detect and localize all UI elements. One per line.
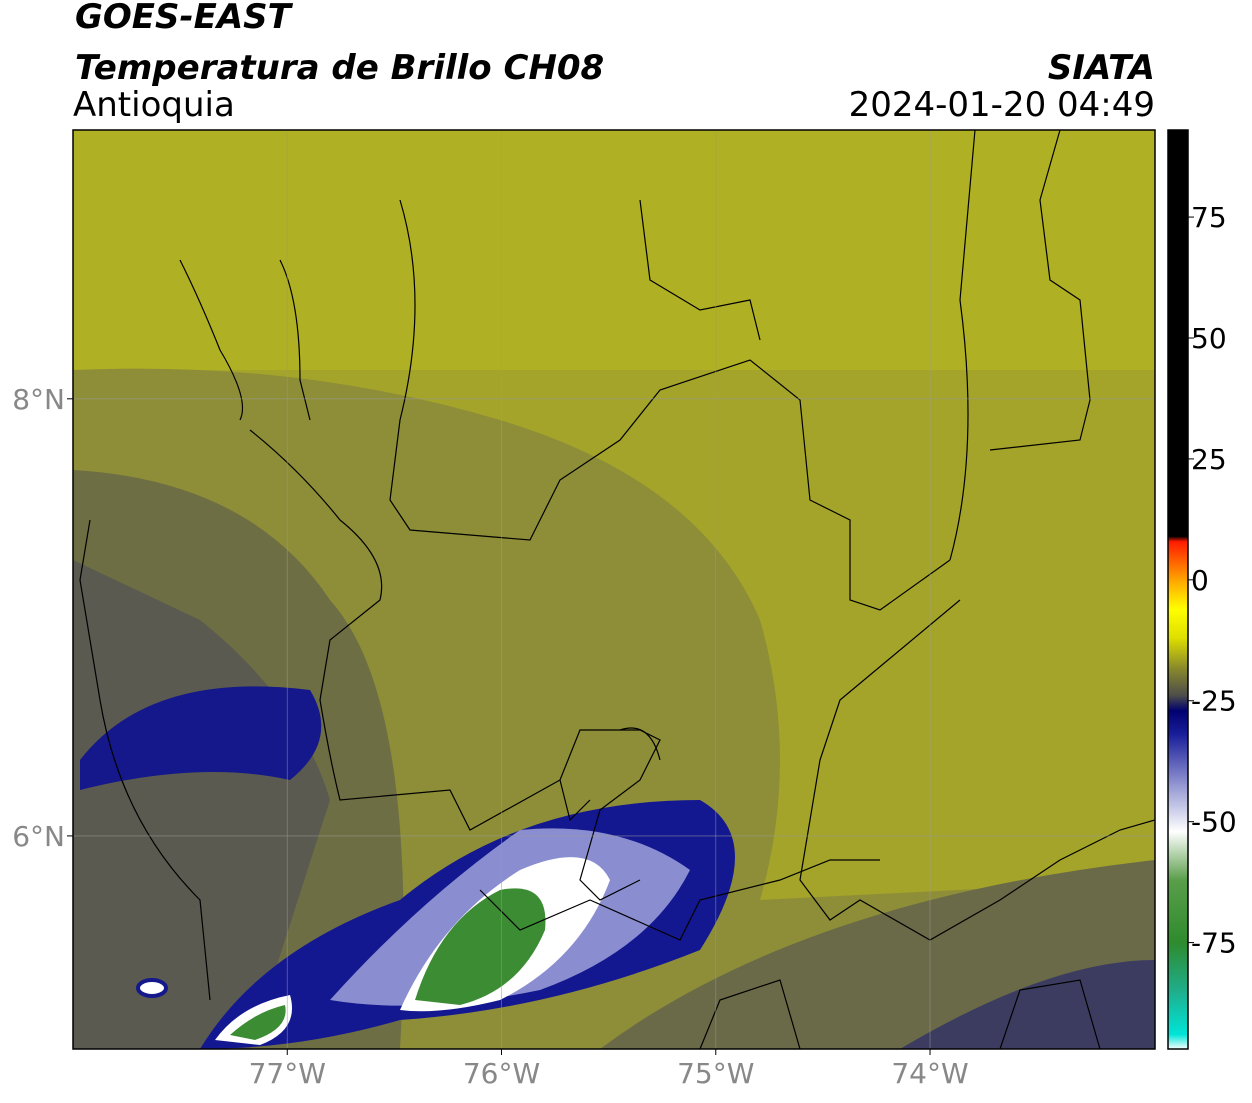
y-tick-label: 8°N <box>12 383 65 416</box>
region: Antioquia <box>73 85 235 125</box>
colorbar-tick-label: 0 <box>1191 564 1209 597</box>
colorbar-segment <box>1168 130 1188 537</box>
x-tick-label: 77°W <box>249 1057 326 1090</box>
x-tick-label: 74°W <box>891 1057 968 1090</box>
colorbar-tick-label: -25 <box>1191 685 1237 718</box>
source: SIATA <box>1048 48 1155 88</box>
colorbar-segment <box>1168 1034 1188 1050</box>
colorbar-tick-label: -75 <box>1191 927 1237 960</box>
colorbar-segment <box>1168 942 1188 992</box>
colorbar-segment <box>1168 710 1188 736</box>
colorbar-frame <box>1167 129 1189 1050</box>
title: GOES-EAST <box>75 0 294 37</box>
map-frame <box>72 129 1156 1050</box>
grid: 77°W 76°W 75°W 74°W 8°N 6°N <box>12 130 1155 1090</box>
colorbar-segment <box>1168 695 1188 711</box>
colorbar-tick-label: 50 <box>1191 322 1227 355</box>
x-tick-label: 76°W <box>463 1057 540 1090</box>
colorbar-segment <box>1168 879 1188 944</box>
colorbar-segment <box>1168 831 1188 881</box>
colorbar-tick-label: 75 <box>1191 201 1227 234</box>
timestamp: 2024-01-20 04:49 <box>849 85 1155 125</box>
colorbar-segment <box>1168 734 1188 784</box>
colorbar-segment <box>1168 666 1188 697</box>
x-tick-label: 75°W <box>677 1057 754 1090</box>
colorbar-segment <box>1168 608 1188 639</box>
map-image <box>73 130 1155 1049</box>
y-tick-label: 6°N <box>12 820 65 853</box>
colorbar-segment <box>1168 541 1188 581</box>
colorbar-segment <box>1168 637 1188 668</box>
colorbar-segment <box>1168 782 1188 832</box>
subtitle: Temperatura de Brillo CH08 <box>75 48 604 88</box>
colorbar-tick-label: 25 <box>1191 443 1227 476</box>
colorbar-tick-label: -50 <box>1191 806 1237 839</box>
colorbar-segment <box>1168 536 1188 542</box>
colorbar-segment <box>1168 990 1188 1035</box>
colorbar: 75 50 25 0 -25 -50 -75 <box>1168 130 1237 1050</box>
colorbar-segment <box>1168 579 1188 610</box>
